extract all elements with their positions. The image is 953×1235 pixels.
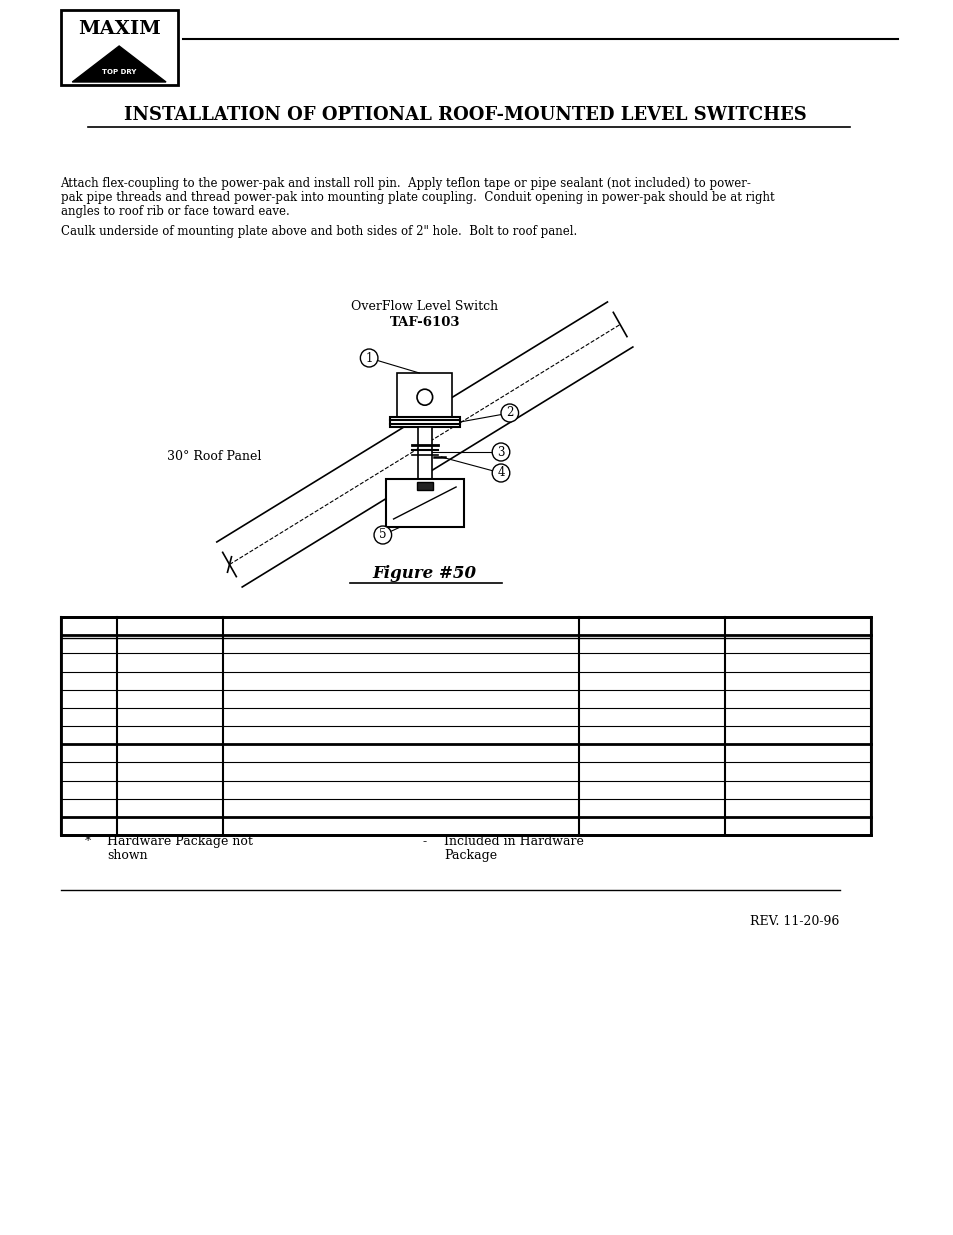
Text: TAF-6103: TAF-6103: [389, 316, 459, 330]
Text: 5: 5: [378, 529, 386, 541]
Bar: [60, 618, 870, 835]
Text: -: -: [422, 835, 426, 848]
Text: Included in Hardware: Included in Hardware: [444, 835, 583, 848]
Text: INSTALLATION OF OPTIONAL ROOF-MOUNTED LEVEL SWITCHES: INSTALLATION OF OPTIONAL ROOF-MOUNTED LE…: [124, 106, 806, 124]
Bar: [385, 479, 463, 527]
Text: Caulk underside of mounting plate above and both sides of 2" hole.  Bolt to roof: Caulk underside of mounting plate above …: [60, 225, 577, 238]
Text: angles to roof rib or face toward eave.: angles to roof rib or face toward eave.: [60, 205, 289, 219]
Bar: [389, 417, 459, 427]
Text: Attach flex-coupling to the power-pak and install roll pin.  Apply teflon tape o: Attach flex-coupling to the power-pak an…: [60, 177, 751, 190]
Bar: [397, 373, 452, 417]
Circle shape: [360, 350, 377, 367]
Text: Hardware Package not: Hardware Package not: [108, 835, 253, 848]
Bar: [416, 482, 432, 490]
Circle shape: [492, 464, 509, 482]
Text: *: *: [85, 835, 91, 848]
Text: pak pipe threads and thread power-pak into mounting plate coupling.  Conduit ope: pak pipe threads and thread power-pak in…: [60, 191, 774, 204]
Text: 4: 4: [497, 467, 504, 479]
Text: Figure #50: Figure #50: [373, 564, 476, 582]
Circle shape: [416, 389, 432, 405]
Polygon shape: [72, 46, 166, 82]
Bar: [417, 427, 431, 482]
Bar: [60, 10, 177, 85]
Text: MAXIM: MAXIM: [78, 20, 160, 38]
Circle shape: [374, 526, 391, 543]
Text: 1: 1: [365, 352, 373, 364]
Circle shape: [492, 443, 509, 461]
Text: TOP DRY: TOP DRY: [102, 68, 136, 74]
Text: 30° Roof Panel: 30° Roof Panel: [167, 451, 261, 463]
Text: 3: 3: [497, 446, 504, 458]
Text: 2: 2: [505, 406, 513, 420]
Text: OverFlow Level Switch: OverFlow Level Switch: [351, 300, 497, 314]
Text: shown: shown: [108, 848, 148, 862]
Text: REV. 11-20-96: REV. 11-20-96: [750, 915, 839, 927]
Circle shape: [500, 404, 518, 422]
Text: Package: Package: [444, 848, 497, 862]
